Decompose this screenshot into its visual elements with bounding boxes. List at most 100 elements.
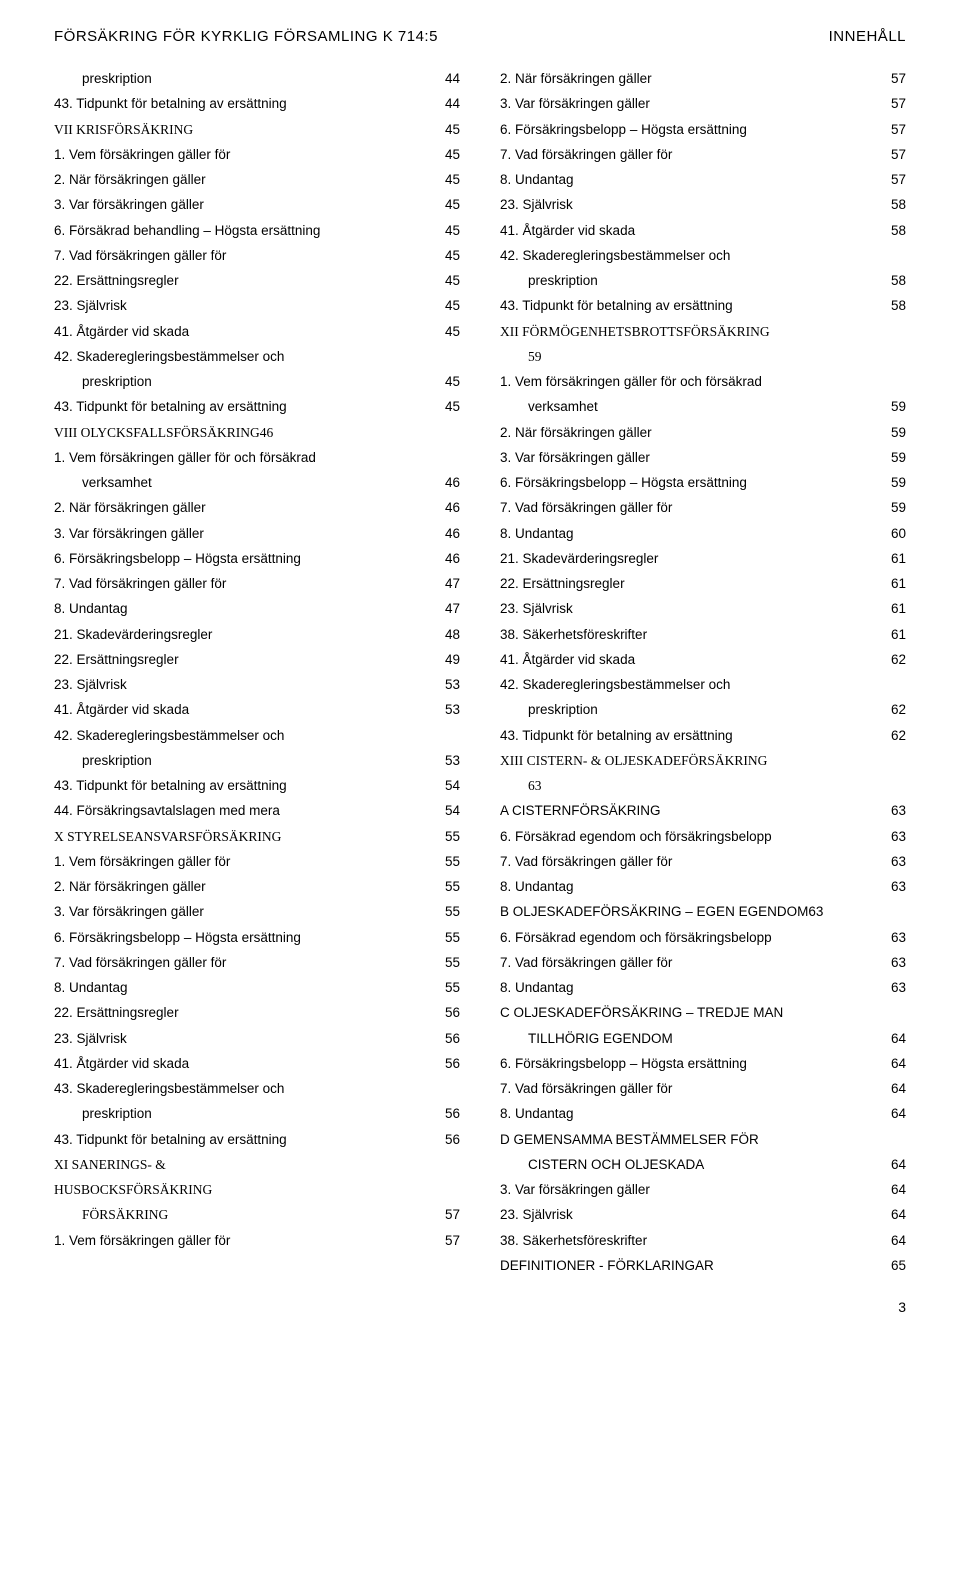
toc-text: 38. Säkerhetsföreskrifter [500, 1231, 882, 1251]
toc-row: preskription44 [54, 69, 460, 89]
toc-row: 3. Var försäkringen gäller59 [500, 448, 906, 468]
toc-row: 6. Försäkrad egendom och försäkringsbelo… [500, 827, 906, 847]
toc-row: 59 [500, 347, 906, 367]
toc-row: 41. Åtgärder vid skada53 [54, 700, 460, 720]
toc-row: 7. Vad försäkringen gäller för63 [500, 953, 906, 973]
toc-row: 38. Säkerhetsföreskrifter61 [500, 625, 906, 645]
toc-page: 61 [882, 599, 906, 619]
toc-text: 63 [500, 776, 882, 796]
toc-page: 64 [882, 1155, 906, 1175]
toc-row: preskription58 [500, 271, 906, 291]
toc-text: 43. Tidpunkt för betalning av ersättning [54, 776, 436, 796]
toc-row: 6. Försäkringsbelopp – Högsta ersättning… [500, 473, 906, 493]
toc-page: 61 [882, 574, 906, 594]
toc-text: 22. Ersättningsregler [54, 650, 436, 670]
toc-row: 43. Tidpunkt för betalning av ersättning… [500, 296, 906, 316]
toc-text: 2. När försäkringen gäller [54, 498, 436, 518]
toc-text: 3. Var försäkringen gäller [54, 902, 436, 922]
toc-text: 8. Undantag [500, 170, 882, 190]
toc-text: 41. Åtgärder vid skada [54, 322, 436, 342]
toc-text: 8. Undantag [54, 599, 436, 619]
toc-page: 53 [436, 751, 460, 771]
toc-text: 6. Försäkringsbelopp – Högsta ersättning [54, 549, 436, 569]
toc-text: preskription [500, 271, 882, 291]
toc-text: 3. Var försäkringen gäller [500, 448, 882, 468]
toc-row: 63 [500, 776, 906, 796]
header-left: FÖRSÄKRING FÖR KYRKLIG FÖRSAMLING K 714:… [54, 28, 438, 45]
toc-row: VIII OLYCKSFALLSFÖRSÄKRING46 [54, 423, 460, 443]
toc-page: 62 [882, 700, 906, 720]
toc-text: 22. Ersättningsregler [500, 574, 882, 594]
toc-text: 22. Ersättningsregler [54, 271, 436, 291]
toc-row: 8. Undantag64 [500, 1104, 906, 1124]
toc-row: 43. Tidpunkt för betalning av ersättning… [54, 94, 460, 114]
toc-text: XII FÖRMÖGENHETSBROTTSFÖRSÄKRING [500, 322, 882, 342]
toc-row: 2. När försäkringen gäller46 [54, 498, 460, 518]
toc-page: 57 [882, 120, 906, 140]
toc-text: 7. Vad försäkringen gäller för [500, 1079, 882, 1099]
toc-text: 41. Åtgärder vid skada [500, 221, 882, 241]
toc-text: 43. Tidpunkt för betalning av ersättning [54, 94, 436, 114]
toc-row: D GEMENSAMMA BESTÄMMELSER FÖR [500, 1130, 906, 1150]
toc-page: 55 [436, 902, 460, 922]
toc-page: 64 [882, 1231, 906, 1251]
toc-text: preskription [54, 372, 436, 392]
toc-row: 8. Undantag63 [500, 978, 906, 998]
toc-text: 43. Skaderegleringsbestämmelser och [54, 1079, 436, 1099]
toc-text: XI SANERINGS- & [54, 1155, 436, 1175]
toc-row: 8. Undantag60 [500, 524, 906, 544]
toc-page: 49 [436, 650, 460, 670]
toc-page: 58 [882, 195, 906, 215]
toc-text: 8. Undantag [54, 978, 436, 998]
toc-page: 45 [436, 221, 460, 241]
toc-row: 1. Vem försäkringen gäller för45 [54, 145, 460, 165]
toc-row: 44. Försäkringsavtalslagen med mera54 [54, 801, 460, 821]
toc-row: 23. Självrisk61 [500, 599, 906, 619]
toc-row: 7. Vad försäkringen gäller för57 [500, 145, 906, 165]
toc-page: 45 [436, 271, 460, 291]
toc-text: 2. När försäkringen gäller [500, 69, 882, 89]
toc-text: C OLJESKADEFÖRSÄKRING – TREDJE MAN [500, 1003, 882, 1023]
toc-row: 42. Skaderegleringsbestämmelser och [500, 675, 906, 695]
toc-page: 58 [882, 296, 906, 316]
toc-page: 63 [882, 928, 906, 948]
toc-page: 56 [436, 1029, 460, 1049]
toc-page: 64 [882, 1180, 906, 1200]
toc-page: 46 [436, 473, 460, 493]
toc-row: 7. Vad försäkringen gäller för47 [54, 574, 460, 594]
toc-text: 8. Undantag [500, 877, 882, 897]
toc-page: 62 [882, 650, 906, 670]
toc-page: 47 [436, 574, 460, 594]
toc-row: DEFINITIONER - FÖRKLARINGAR65 [500, 1256, 906, 1276]
toc-row: 43. Skaderegleringsbestämmelser och [54, 1079, 460, 1099]
toc-row: 1. Vem försäkringen gäller för och försä… [500, 372, 906, 392]
toc-text: 1. Vem försäkringen gäller för och försä… [500, 372, 882, 392]
toc-row: CISTERN OCH OLJESKADA64 [500, 1155, 906, 1175]
toc-row: 6. Försäkrad egendom och försäkringsbelo… [500, 928, 906, 948]
toc-page: 57 [882, 170, 906, 190]
toc-page: 44 [436, 94, 460, 114]
toc-row: 3. Var försäkringen gäller57 [500, 94, 906, 114]
toc-page: 53 [436, 675, 460, 695]
toc-page: 63 [882, 852, 906, 872]
toc-page: 45 [436, 397, 460, 417]
toc-text: 43. Tidpunkt för betalning av ersättning [54, 1130, 436, 1150]
toc-text: 8. Undantag [500, 524, 882, 544]
toc-row: 2. När försäkringen gäller59 [500, 423, 906, 443]
toc-row: 2. När försäkringen gäller55 [54, 877, 460, 897]
toc-row: 23. Självrisk56 [54, 1029, 460, 1049]
toc-page: 45 [436, 195, 460, 215]
toc-page: 46 [436, 524, 460, 544]
toc-page: 62 [882, 726, 906, 746]
toc-row: 7. Vad försäkringen gäller för64 [500, 1079, 906, 1099]
toc-text: 41. Åtgärder vid skada [54, 1054, 436, 1074]
toc-row: XII FÖRMÖGENHETSBROTTSFÖRSÄKRING [500, 322, 906, 342]
toc-text: 22. Ersättningsregler [54, 1003, 436, 1023]
toc-text: 2. När försäkringen gäller [54, 877, 436, 897]
toc-text: 7. Vad försäkringen gäller för [54, 246, 436, 266]
toc-row: 7. Vad försäkringen gäller för63 [500, 852, 906, 872]
toc-page: 64 [882, 1054, 906, 1074]
toc-page: 44 [436, 69, 460, 89]
toc-text: preskription [54, 751, 436, 771]
toc-right-column: 2. När försäkringen gäller 57 3. Var försä… [500, 69, 906, 1281]
